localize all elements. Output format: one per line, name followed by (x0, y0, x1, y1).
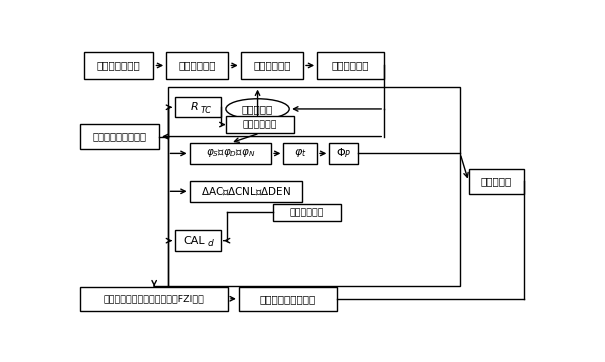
Bar (189, 143, 271, 164)
Text: TC: TC (201, 106, 212, 114)
Bar (189, 181, 302, 202)
Bar (84, 52, 154, 79)
Ellipse shape (226, 99, 289, 119)
Text: 异常值确定: 异常值确定 (242, 104, 273, 114)
Text: 钻头直径选取: 钻头直径选取 (289, 208, 324, 217)
Text: $\Phi$$_P$: $\Phi$$_P$ (336, 147, 352, 160)
Text: 归一化计算: 归一化计算 (480, 176, 512, 186)
Text: 构造应力场分析: 构造应力场分析 (97, 60, 140, 71)
Bar (329, 143, 358, 164)
Text: 断裂带内部结构综合判别参数FZI构建: 断裂带内部结构综合判别参数FZI构建 (103, 294, 204, 303)
Text: R: R (191, 102, 198, 112)
Bar (283, 143, 317, 164)
Text: d: d (208, 239, 213, 248)
Text: 裂缝敏感性参数计算: 裂缝敏感性参数计算 (93, 131, 146, 142)
Bar (468, 169, 524, 194)
Text: 断裂带内部结构划分: 断裂带内部结构划分 (260, 294, 316, 304)
Bar (175, 230, 221, 251)
Bar (226, 116, 293, 133)
Text: 测井曲线筛选: 测井曲线筛选 (332, 60, 370, 71)
Bar (272, 204, 341, 221)
Text: 骨架参数选取: 骨架参数选取 (243, 120, 277, 129)
Bar (168, 87, 460, 286)
Text: $\Delta$AC、$\Delta$CNL、$\Delta$DEN: $\Delta$AC、$\Delta$CNL、$\Delta$DEN (201, 185, 291, 197)
Bar (239, 286, 337, 311)
Bar (241, 52, 303, 79)
Text: CAL: CAL (183, 236, 205, 246)
Bar (166, 52, 229, 79)
Bar (175, 97, 221, 117)
Text: $\varphi$$_S$、$\varphi$$_D$、$\varphi$$_N$: $\varphi$$_S$、$\varphi$$_D$、$\varphi$$_N… (206, 147, 255, 159)
Text: 目标钻井选取: 目标钻井选取 (253, 60, 290, 71)
Bar (80, 124, 159, 150)
Text: $\varphi$$_t$: $\varphi$$_t$ (294, 147, 307, 159)
Text: 断裂性质识别: 断裂性质识别 (178, 60, 216, 71)
Bar (317, 52, 384, 79)
Bar (80, 286, 228, 311)
